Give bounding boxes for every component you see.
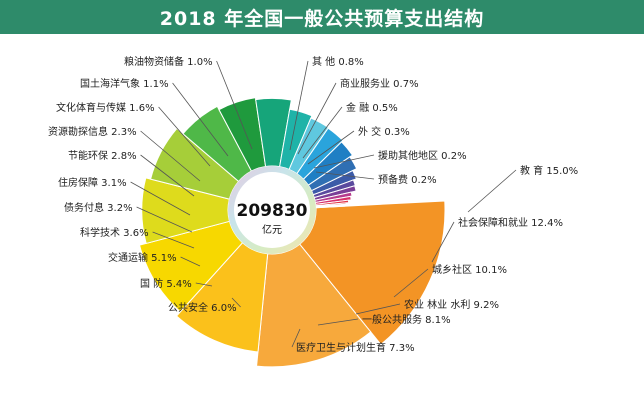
radial-pie-chart: 教 育 15.0% 社会保障和就业 12.4% 城乡社区 10.1% 农业 林业 水利…	[48, 55, 578, 368]
slice-label-18: 其 他 0.8%	[312, 55, 364, 68]
slice-labels: 教 育 15.0% 社会保障和就业 12.4% 城乡社区 10.1% 农业 林业 水利…	[48, 55, 578, 354]
leader-line-17	[216, 60, 253, 150]
chart-title-bar: 2018 年全国一般公共预算支出结构	[0, 0, 644, 34]
slice-label-16: 国土海洋气象 1.1%	[80, 77, 169, 90]
slice-label-13: 节能环保 2.8%	[68, 149, 137, 162]
center-unit: 亿元	[262, 223, 282, 236]
leader-line-11	[136, 206, 193, 233]
slice-label-10: 科学技术 3.6%	[80, 226, 149, 239]
slice-label-7: 公共安全 6.0%	[168, 301, 237, 314]
slice-label-14: 资源勘探信息 2.3%	[48, 125, 137, 138]
leader-line-4	[355, 303, 401, 315]
leader-line-13	[140, 154, 195, 197]
leader-line-12	[130, 181, 191, 216]
leader-line-21	[307, 130, 355, 165]
leader-line-18	[289, 60, 309, 151]
slice-label-2: 社会保障和就业 12.4%	[458, 216, 563, 229]
leader-line-9	[180, 256, 201, 267]
slice-label-22: 援助其他地区 0.2%	[378, 149, 467, 162]
slice-label-6: 医疗卫生与计划生育 7.3%	[296, 341, 415, 354]
leader-line-15	[158, 106, 211, 167]
leader-line-20	[302, 106, 343, 159]
leader-line-2	[431, 221, 455, 263]
slice-label-8: 国 防 5.4%	[140, 277, 192, 290]
leader-line-6	[291, 328, 301, 348]
slice-label-17: 粮油物资储备 1.0%	[124, 55, 213, 68]
chart-title: 2018 年全国一般公共预算支出结构	[159, 7, 485, 30]
leader-line-5	[317, 318, 359, 326]
leader-line-23	[315, 171, 375, 180]
slice-label-1: 教 育 15.0%	[520, 164, 578, 177]
pie-slices	[138, 97, 446, 368]
slice-label-19: 商业服务业 0.7%	[340, 77, 419, 90]
slice-label-15: 文化体育与传媒 1.6%	[56, 101, 155, 114]
leader-line-14	[140, 130, 201, 182]
leader-line-22	[313, 154, 375, 169]
slice-label-9: 交通运输 5.1%	[108, 251, 177, 264]
slice-label-12: 住房保障 3.1%	[58, 176, 127, 189]
leader-line-3	[393, 268, 429, 298]
slice-label-4: 农业 林业 水利 9.2%	[404, 298, 499, 311]
leader-line-8	[195, 282, 213, 287]
leader-line-10	[152, 231, 195, 249]
center-hole	[234, 172, 310, 248]
slice-label-11: 债务付息 3.2%	[64, 201, 133, 214]
slice-label-21: 外 交 0.3%	[358, 125, 410, 138]
slice-label-23: 预备费 0.2%	[378, 173, 437, 186]
slice-label-5: 一般公共服务 8.1%	[362, 313, 451, 326]
leader-line-1	[467, 169, 517, 213]
leader-line-16	[172, 82, 229, 157]
leader-line-19	[297, 82, 337, 155]
slice-label-3: 城乡社区 10.1%	[432, 263, 507, 276]
slice-label-20: 金 融 0.5%	[346, 101, 398, 114]
leader-line-7	[231, 297, 241, 308]
center-total: 209830	[237, 201, 308, 221]
